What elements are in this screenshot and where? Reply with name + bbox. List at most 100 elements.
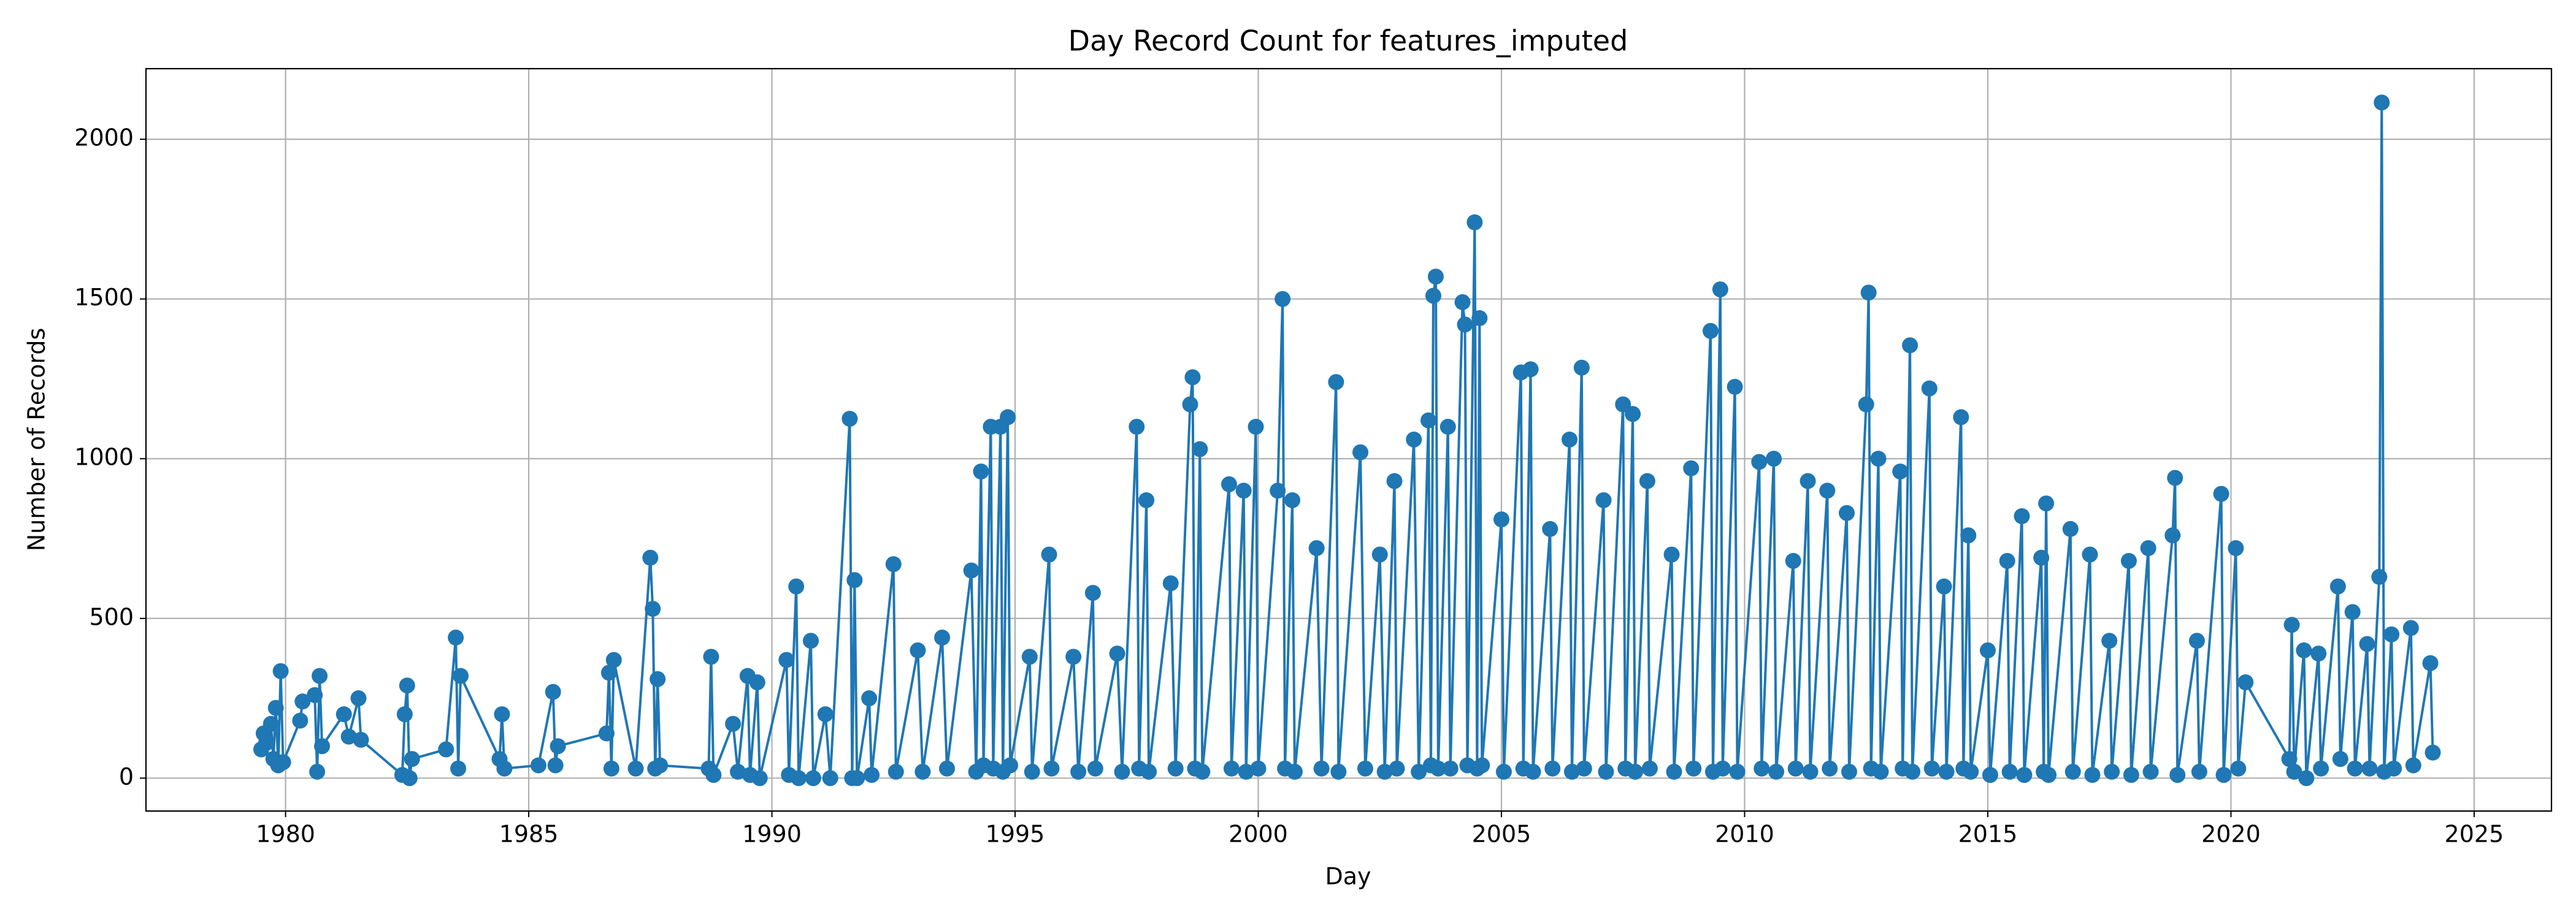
x-tick-label: 1990 <box>742 821 802 848</box>
data-point <box>963 562 979 579</box>
data-point <box>1576 760 1592 777</box>
data-point <box>778 652 795 668</box>
data-point <box>1819 482 1836 499</box>
data-point <box>1457 316 1473 333</box>
data-point <box>2164 527 2181 544</box>
data-point <box>1065 649 1082 665</box>
data-point <box>450 760 467 777</box>
data-point <box>1892 463 1909 480</box>
data-point <box>1870 451 1887 467</box>
data-point <box>1598 763 1614 780</box>
data-point <box>1663 546 1680 563</box>
data-point <box>1800 473 1816 489</box>
data-point <box>1308 540 1325 557</box>
data-point <box>645 601 661 617</box>
data-point <box>1683 460 1700 476</box>
data-point <box>2402 620 2419 636</box>
data-point <box>2041 767 2057 783</box>
data-point <box>1275 291 1291 307</box>
data-point <box>1873 763 1889 780</box>
data-point <box>448 630 464 646</box>
data-point <box>1070 763 1087 780</box>
data-point <box>2237 674 2254 691</box>
data-point <box>2228 540 2244 557</box>
data-point <box>861 690 878 707</box>
data-point <box>1666 763 1682 780</box>
data-point <box>2016 767 2033 783</box>
data-point <box>494 706 510 723</box>
x-axis-label: Day <box>1325 863 1371 890</box>
data-point <box>2371 569 2388 585</box>
data-point <box>1625 406 1641 422</box>
data-point <box>267 699 284 716</box>
data-point <box>1000 409 1016 425</box>
data-point <box>550 738 566 755</box>
data-point <box>914 763 931 780</box>
data-point <box>627 760 644 777</box>
data-point <box>2101 633 2118 649</box>
data-point <box>1495 763 1512 780</box>
data-point <box>864 767 880 783</box>
data-point <box>650 671 666 687</box>
x-tick-label: 2010 <box>1715 821 1774 848</box>
x-tick-label: 2015 <box>1958 821 2018 848</box>
data-point <box>2281 751 2298 768</box>
data-point <box>1162 575 1179 592</box>
data-point <box>1787 760 1804 777</box>
data-point <box>1615 396 1631 413</box>
data-point <box>1167 760 1184 777</box>
data-point <box>841 411 858 427</box>
x-tick-label: 1980 <box>256 821 315 848</box>
data-point <box>2213 486 2229 502</box>
data-point <box>817 706 834 723</box>
data-point <box>1702 322 1719 339</box>
data-point <box>822 770 838 787</box>
data-point <box>1685 760 1702 777</box>
data-point <box>885 556 902 573</box>
data-point <box>2123 767 2139 783</box>
data-point <box>2344 604 2361 620</box>
data-point <box>1221 476 1237 492</box>
data-point <box>2188 633 2205 649</box>
data-point <box>1406 431 1422 448</box>
data-point <box>1822 760 1838 777</box>
data-point <box>275 754 291 771</box>
data-point <box>2104 763 2120 780</box>
data-point <box>1129 419 1145 435</box>
data-point <box>1938 763 1955 780</box>
chart-title: Day Record Count for features_imputed <box>1068 25 1628 58</box>
data-point <box>1041 546 1057 563</box>
y-tick-label: 500 <box>89 603 134 630</box>
data-point <box>2374 94 2390 111</box>
data-point <box>1386 473 1403 489</box>
data-point <box>1785 552 1801 569</box>
data-point <box>1442 760 1459 777</box>
data-point <box>1768 763 1785 780</box>
data-point <box>1250 760 1267 777</box>
data-point <box>1999 552 2015 569</box>
data-point <box>350 690 367 707</box>
data-point <box>1270 482 1286 499</box>
data-point <box>530 757 546 774</box>
data-point <box>404 751 420 768</box>
data-point <box>1141 763 1157 780</box>
data-point <box>1286 763 1303 780</box>
data-point <box>1371 546 1388 563</box>
data-point <box>1493 511 1509 528</box>
data-point <box>1542 520 1558 537</box>
data-point <box>1802 763 1819 780</box>
y-axis-label: Number of Records <box>23 328 50 552</box>
data-point <box>1904 763 1921 780</box>
data-point <box>1376 763 1393 780</box>
data-point <box>1223 760 1240 777</box>
data-point <box>1921 380 1938 397</box>
plot-frame <box>145 67 2553 812</box>
data-point <box>1087 760 1103 777</box>
data-point <box>1858 396 1874 413</box>
data-point <box>1712 281 1728 298</box>
data-point <box>605 652 622 668</box>
data-point <box>1430 760 1446 777</box>
data-point <box>2296 642 2312 658</box>
data-point <box>2313 760 2329 777</box>
